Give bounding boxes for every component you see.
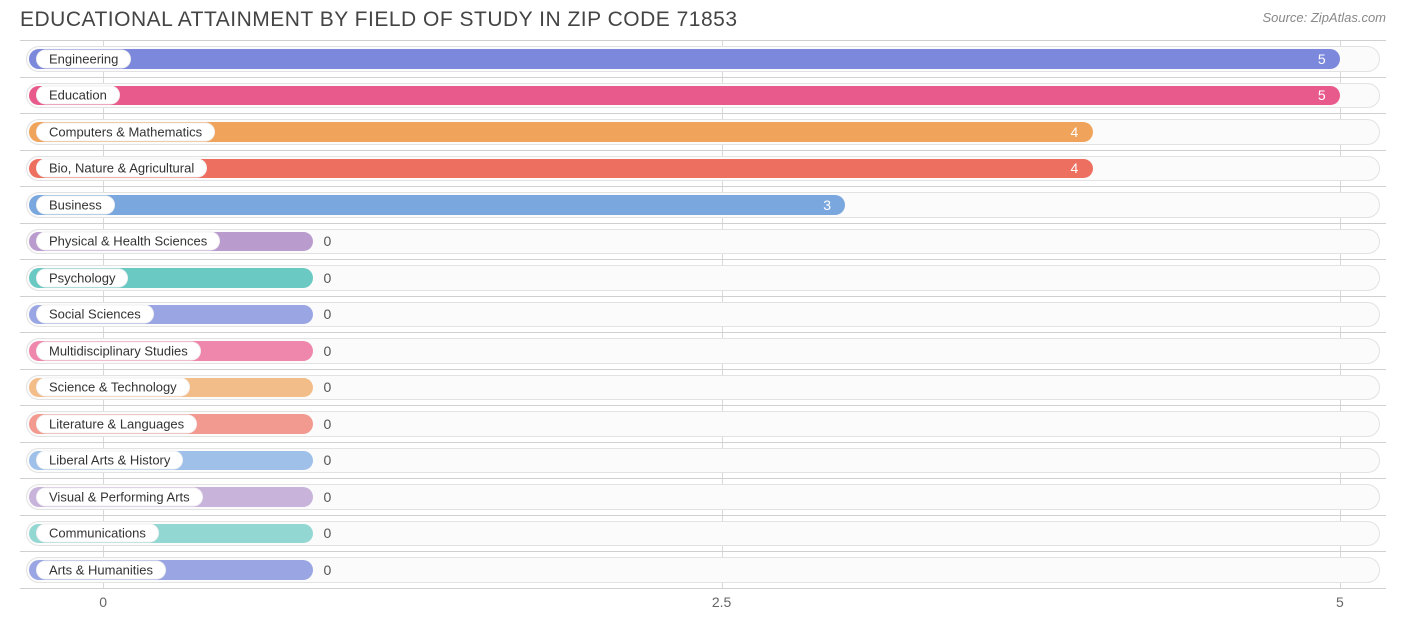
bar-value: 0 (323, 525, 331, 541)
bar-value: 4 (1071, 124, 1079, 140)
bar-row: Literature & Languages 0 (20, 406, 1386, 443)
category-pill: Psychology (36, 268, 128, 287)
bar-value: 3 (823, 197, 831, 213)
category-pill: Social Sciences (36, 305, 154, 324)
bar-value: 0 (323, 270, 331, 286)
bar-row: Social Sciences 0 (20, 297, 1386, 334)
bar-row: Science & Technology 0 (20, 370, 1386, 407)
category-pill: Bio, Nature & Agricultural (36, 159, 207, 178)
bar-value: 5 (1318, 87, 1326, 103)
bar-row: Computers & Mathematics 4 (20, 114, 1386, 151)
bar-row: Psychology 0 (20, 260, 1386, 297)
bar-row: Bio, Nature & Agricultural 4 (20, 151, 1386, 188)
category-pill: Visual & Performing Arts (36, 487, 203, 506)
bar-fill (29, 49, 1340, 69)
chart-header: EDUCATIONAL ATTAINMENT BY FIELD OF STUDY… (0, 0, 1406, 36)
chart-area: Engineering 5 Education 5 Computers & Mathem… (0, 36, 1406, 616)
bar-fill (29, 195, 845, 215)
bar-row: Education 5 (20, 78, 1386, 115)
bar-value: 0 (323, 416, 331, 432)
category-pill: Education (36, 86, 120, 105)
x-tick-label: 5 (1336, 594, 1344, 610)
bar-row: Arts & Humanities 0 (20, 552, 1386, 589)
bar-value: 5 (1318, 51, 1326, 67)
category-pill: Computers & Mathematics (36, 122, 215, 141)
bar-row: Engineering 5 (20, 41, 1386, 78)
category-pill: Liberal Arts & History (36, 451, 183, 470)
bar-row: Physical & Health Sciences 0 (20, 224, 1386, 261)
category-pill: Business (36, 195, 115, 214)
bar-value: 0 (323, 489, 331, 505)
bar-fill (29, 86, 1340, 106)
x-tick-label: 0 (99, 594, 107, 610)
bar-value: 0 (323, 562, 331, 578)
category-pill: Arts & Humanities (36, 560, 166, 579)
chart-plot: Engineering 5 Education 5 Computers & Mathem… (20, 40, 1386, 588)
category-pill: Communications (36, 524, 159, 543)
bar-value: 0 (323, 306, 331, 322)
category-pill: Literature & Languages (36, 414, 197, 433)
x-axis: 02.55 (20, 588, 1386, 616)
category-pill: Engineering (36, 49, 131, 68)
chart-source: Source: ZipAtlas.com (1262, 8, 1386, 25)
category-pill: Science & Technology (36, 378, 190, 397)
bar-value: 0 (323, 379, 331, 395)
category-pill: Multidisciplinary Studies (36, 341, 201, 360)
bar-row: Visual & Performing Arts 0 (20, 479, 1386, 516)
bar-value: 4 (1071, 160, 1079, 176)
bar-row: Multidisciplinary Studies 0 (20, 333, 1386, 370)
chart-title: EDUCATIONAL ATTAINMENT BY FIELD OF STUDY… (20, 8, 738, 32)
bar-value: 0 (323, 452, 331, 468)
bar-value: 0 (323, 233, 331, 249)
x-tick-label: 2.5 (712, 594, 731, 610)
bar-row: Liberal Arts & History 0 (20, 443, 1386, 480)
bar-row: Communications 0 (20, 516, 1386, 553)
bar-row: Business 3 (20, 187, 1386, 224)
category-pill: Physical & Health Sciences (36, 232, 220, 251)
bar-value: 0 (323, 343, 331, 359)
